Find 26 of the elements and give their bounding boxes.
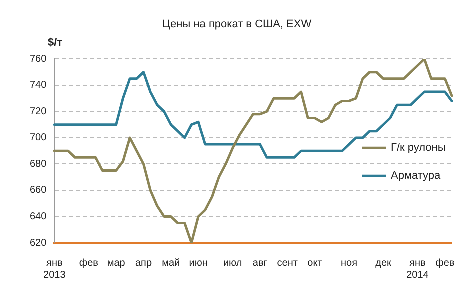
legend-label: Г/к рулоны	[391, 142, 446, 154]
y-tick-label: 740	[30, 80, 48, 92]
x-tick-label: фев	[436, 258, 455, 269]
x-tick-label: янв 2013	[44, 258, 66, 281]
y-tick-label: 700	[30, 132, 48, 144]
x-tick-label: окт	[308, 258, 323, 269]
x-tick-label: июн	[189, 258, 208, 269]
x-tick-label: июл	[223, 258, 242, 269]
x-tick-label: фев	[79, 258, 98, 269]
chart-title: Цены на прокат в США, EXW	[162, 18, 312, 31]
y-tick-label: 640	[30, 211, 48, 222]
x-tick-label: янв 2014	[406, 258, 430, 281]
x-tick-label: ноя	[340, 258, 358, 269]
y-tick-label: 620	[30, 238, 48, 249]
y-tick-label: 660	[30, 185, 48, 196]
x-tick-label: сент	[277, 258, 298, 269]
x-tick-label: май	[162, 258, 180, 269]
x-tick-label: мар	[107, 258, 126, 269]
x-tick-label: апр	[135, 258, 152, 269]
legend-label: Арматура	[391, 170, 442, 182]
y-tick-label: 680	[30, 158, 48, 170]
y-axis-title: $/т	[48, 37, 64, 50]
y-tick-label: 720	[30, 106, 48, 118]
y-tick-label: 760	[30, 54, 48, 65]
x-tick-label: авг	[252, 258, 268, 269]
x-tick-label: дек	[376, 258, 392, 269]
